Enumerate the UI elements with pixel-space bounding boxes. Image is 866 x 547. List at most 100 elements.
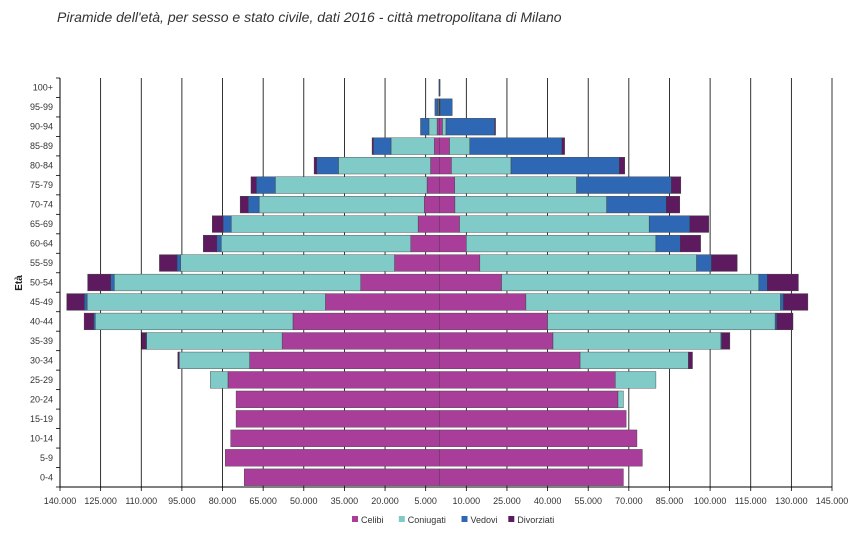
bar-right-celibi-90-94 — [439, 118, 443, 136]
bar-right-vedovi-80-84 — [510, 157, 620, 175]
y-tick-label: 90-94 — [30, 122, 53, 132]
bar-right-vedovi-75-79 — [576, 176, 672, 194]
bar-left-divorziati-65-69 — [212, 215, 224, 233]
bar-left-vedovi-95-99 — [434, 98, 439, 116]
y-tick-label: 25-29 — [30, 375, 53, 385]
x-tick-label: 55.000 — [574, 496, 602, 506]
bar-right-celibi-65-69 — [439, 215, 460, 233]
bar-right-coniugati-80-84 — [451, 157, 512, 175]
bar-left-coniugati-60-64 — [220, 234, 411, 253]
y-tick-label: 20-24 — [30, 394, 53, 404]
y-tick-label: 75-79 — [30, 180, 53, 190]
bar-right-vedovi-95-99 — [439, 98, 453, 116]
bar-left-divorziati-70-74 — [239, 196, 249, 214]
bar-right-coniugati-60-64 — [466, 234, 657, 253]
bar-left-divorziati-30-34 — [177, 351, 180, 369]
legend: Celibi Coniugati Vedovi Divorziati — [352, 515, 554, 525]
bar-right-celibi-80-84 — [439, 157, 452, 175]
bar-left-divorziati-35-39 — [141, 332, 147, 350]
bar-right-celibi-60-64 — [439, 234, 467, 253]
bar-right-celibi-30-34 — [439, 351, 581, 369]
y-tick-label: 70-74 — [30, 200, 53, 210]
chart-title: Piramide dell'età, per sesso e stato civ… — [57, 9, 562, 25]
bar-right-vedovi-65-69 — [648, 215, 690, 233]
bar-left-celibi-55-59 — [394, 254, 440, 272]
bar-right-celibi-70-74 — [439, 196, 456, 214]
bar-left-divorziati-50-54 — [87, 273, 111, 292]
bar-left-celibi-50-54 — [360, 273, 440, 292]
bar-left-celibi-20-24 — [235, 390, 440, 408]
x-tick-label: 100.000 — [694, 496, 727, 506]
x-tick-label: 95.000 — [168, 496, 196, 506]
y-tick-label: 10-14 — [30, 433, 53, 443]
bar-left-vedovi-90-94 — [420, 118, 430, 136]
bar-left-celibi-5-9 — [225, 449, 440, 467]
bar-left-coniugati-85-89 — [390, 137, 435, 155]
bar-right-divorziati-60-64 — [680, 234, 701, 253]
bar-right-celibi-5-9 — [439, 449, 643, 467]
bar-left-coniugati-45-49 — [86, 293, 326, 311]
bar-left-celibi-40-44 — [292, 312, 440, 331]
y-tick-label: 35-39 — [30, 336, 53, 346]
bar-right-divorziati-80-84 — [619, 157, 625, 175]
x-tick-label: 65.000 — [249, 496, 277, 506]
y-tick-label: 0-4 — [40, 472, 53, 482]
x-tick-label: 85.000 — [656, 496, 684, 506]
y-tick-label: 95-99 — [30, 102, 53, 112]
x-tick-label: 25.000 — [493, 496, 521, 506]
legend-swatch-divorziati — [508, 516, 515, 522]
bar-left-celibi-75-79 — [426, 176, 440, 194]
bar-left-coniugati-75-79 — [275, 176, 428, 194]
y-tick-label: 65-69 — [30, 219, 53, 229]
y-tick-label: 85-89 — [30, 141, 53, 151]
y-tick-label: 80-84 — [30, 161, 53, 171]
bar-left-vedovi-60-64 — [216, 234, 222, 253]
y-tick-label: 30-34 — [30, 355, 53, 365]
bar-right-vedovi-45-49 — [780, 293, 784, 311]
x-tick-label: 145.000 — [816, 496, 849, 506]
bar-left-vedovi-85-89 — [373, 137, 392, 155]
x-tick-label: 115.000 — [735, 496, 767, 506]
bar-left-vedovi-75-79 — [256, 176, 276, 194]
x-tick-label: 125.000 — [84, 496, 117, 506]
bar-left-celibi-90-94 — [436, 118, 440, 136]
bar-right-divorziati-70-74 — [666, 196, 680, 214]
bar-left-vedovi-40-44 — [93, 312, 96, 331]
bar-right-divorziati-50-54 — [767, 273, 799, 292]
bar-left-celibi-60-64 — [410, 234, 440, 253]
bar-left-divorziati-75-79 — [250, 176, 257, 194]
bar-left-vedovi-55-59 — [176, 254, 181, 272]
y-tick-label: 60-64 — [30, 239, 53, 249]
bar-right-vedovi-70-74 — [606, 196, 667, 214]
legend-label-vedovi: Vedovi — [471, 515, 498, 525]
y-tick-label: 50-54 — [30, 278, 53, 288]
bar-right-divorziati-85-89 — [561, 137, 565, 155]
bar-right-divorziati-90-94 — [494, 118, 496, 136]
y-axis-label: Età — [14, 275, 25, 291]
bar-right-divorziati-45-49 — [783, 293, 809, 311]
bar-left-divorziati-80-84 — [313, 157, 317, 175]
chart-axes — [56, 77, 833, 491]
bar-right-celibi-45-49 — [439, 293, 527, 311]
bar-left-divorziati-55-59 — [159, 254, 178, 272]
bar-left-coniugati-30-34 — [178, 351, 250, 369]
bar-left-coniugati-70-74 — [258, 196, 425, 214]
bar-left-coniugati-40-44 — [95, 312, 294, 331]
bar-left-coniugati-35-39 — [146, 332, 283, 350]
bar-left-divorziati-40-44 — [83, 312, 94, 331]
y-tick-label: 55-59 — [30, 258, 53, 268]
x-tick-label: 20.000 — [371, 496, 399, 506]
bar-right-vedovi-50-54 — [758, 273, 768, 292]
bar-right-divorziati-65-69 — [689, 215, 709, 233]
y-tick-label: 5-9 — [40, 453, 53, 463]
bar-left-coniugati-25-29 — [210, 371, 229, 389]
x-tick-label: 50.000 — [290, 496, 318, 506]
bar-right-coniugati-70-74 — [454, 196, 607, 214]
bar-right-divorziati-40-44 — [776, 312, 794, 331]
x-tick-label: 40.000 — [534, 496, 562, 506]
legend-swatch-vedovi — [461, 516, 468, 522]
y-tick-label: 40-44 — [30, 316, 53, 326]
bar-right-celibi-35-39 — [439, 332, 554, 350]
bar-left-divorziati-45-49 — [66, 293, 85, 311]
bar-right-coniugati-35-39 — [552, 332, 722, 350]
